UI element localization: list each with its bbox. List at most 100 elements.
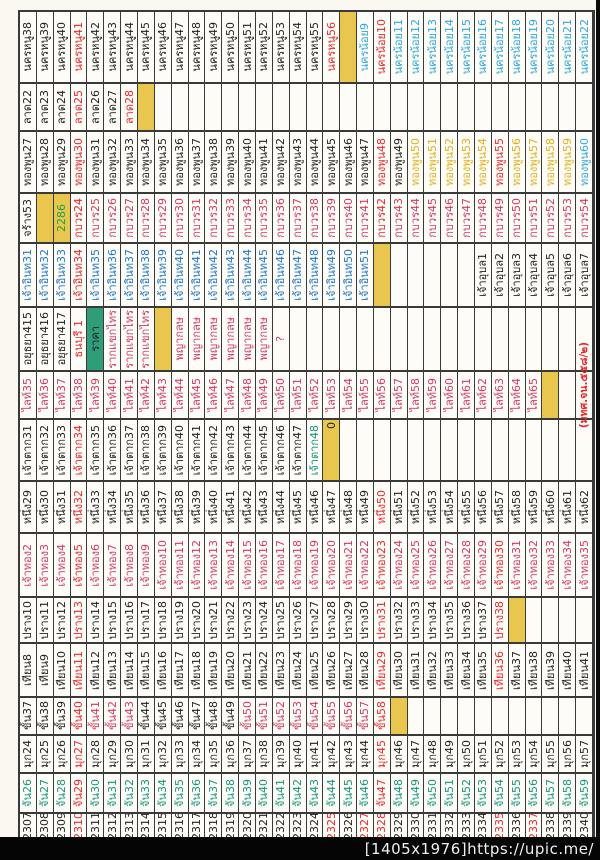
cell-nueng-13: หนึ่ง42	[239, 482, 256, 534]
cell-text: เจ้าอุบล3	[510, 253, 524, 297]
cell-text: ไลท์63	[493, 378, 507, 412]
cell-text: หนึ่ง53	[425, 489, 439, 525]
cell-lat-14	[255, 84, 273, 132]
cell-text: ไลท์52	[307, 378, 321, 412]
cell-chan-26: จัน52	[458, 774, 476, 814]
cell-text: กบวร43	[392, 198, 406, 238]
cell-text: ไลท์57	[392, 378, 406, 412]
cell-nueng-27: หนึ่ง56	[475, 482, 492, 534]
cell-prang-7: ปราง17	[137, 598, 155, 644]
cell-chao-tak-28	[491, 420, 509, 482]
cell-text: ธนบุรี 1	[71, 320, 85, 358]
cell-lite-1: ไลท์36	[36, 372, 54, 420]
cell-nueng-3: หนึ่ง32	[70, 482, 88, 534]
cell-kabuan-15: กบวร36	[272, 194, 290, 244]
cell-chao-in-13: เจ้าอินท44	[239, 244, 256, 308]
cell-chao-tak-22	[390, 420, 408, 482]
cell-text: ไลท์55	[358, 378, 372, 412]
cell-lat-11	[205, 84, 223, 132]
cell-text: ไลท์43	[156, 378, 170, 412]
cell-chan-7: จัน33	[137, 774, 155, 814]
cell-chao-tak-15: เจ้าตาก46	[272, 420, 290, 482]
cell-thian-23: เทียน31	[407, 644, 425, 698]
cell-ayutthaya-28	[491, 308, 509, 372]
cell-lat-7	[137, 84, 155, 132]
cell-text: มุก38	[257, 740, 271, 768]
cell-text: ขั้น58	[375, 701, 389, 731]
cell-text: อยุธยา417	[55, 312, 69, 366]
cell-text: ทองพูน51	[425, 138, 439, 186]
cell-thian-30: เทียน38	[525, 644, 543, 698]
rotated-table: นครหนู38 นครหนู39 นครหนู40 นครหนู41 นครหนู42…	[18, 10, 595, 842]
cell-nueng-0: หนึ่ง29	[20, 482, 37, 534]
cell-text: จัน48	[392, 779, 406, 807]
cell-prang-4: ปราง14	[87, 598, 105, 644]
cell-chan-33: จัน59	[576, 774, 593, 814]
cell-text: มุก53	[510, 740, 524, 768]
cell-kabuan-14: กบวร35	[255, 194, 273, 244]
cell-text: มุก27	[71, 740, 85, 768]
cell-lite-25: ไลท์60	[441, 372, 459, 420]
cell-text: เจ้าทอง26	[425, 540, 439, 590]
cell-text: หนึ่ง62	[577, 489, 591, 525]
cell-text: เจ้าอินท43	[223, 249, 237, 301]
cell-muk-4: มุก28	[87, 736, 105, 774]
cell-lite-12: ไลท์47	[222, 372, 240, 420]
cell-text: เทียน14	[122, 650, 136, 690]
cell-text: เจ้าทอง12	[189, 540, 203, 590]
cell-text: มุก30	[122, 740, 136, 768]
cell-thian-26: เทียน34	[458, 644, 476, 698]
cell-chao-in-28: เจ้าอุบล2	[491, 244, 509, 308]
cell-text: เทียน33	[442, 650, 456, 690]
cell-text: 2286	[55, 204, 69, 232]
cell-text: เจ้าทอง23	[375, 540, 389, 590]
cell-chao-in-3: เจ้าอินท34	[70, 244, 88, 308]
cell-khan-22	[390, 698, 408, 736]
cell-chao-in-16: เจ้าอินท47	[289, 244, 307, 308]
cell-text: เจ้าอินท39	[156, 249, 170, 301]
cell-text: ทองพูน47	[358, 138, 372, 186]
cell-text: ไลท์54	[341, 378, 355, 412]
cell-text: ลาด25	[71, 89, 85, 125]
cell-nueng-29: หนึ่ง58	[508, 482, 526, 534]
cell-text: มุก57	[577, 740, 591, 768]
cell-chao-tak-12: เจ้าตาก43	[222, 420, 240, 482]
cell-text: ทองพูน27	[21, 138, 35, 186]
cell-text: เจ้าทอง11	[173, 540, 187, 590]
cell-chao-in-7: เจ้าอินท38	[137, 244, 155, 308]
cell-text: พญากลษ	[173, 317, 187, 361]
cell-text: เจ้าอินท32	[38, 249, 52, 301]
cell-muk-7: มุก31	[137, 736, 155, 774]
cell-text: เทียน10	[55, 650, 69, 690]
cell-nueng-6: หนึ่ง35	[121, 482, 138, 534]
cell-text: ไลท์61	[459, 378, 473, 412]
cell-text: ไลท์62	[476, 378, 490, 412]
cell-text: ไลท์38	[71, 378, 85, 412]
cell-text: จัน37	[206, 779, 220, 807]
cell-text: เจ้าตาก45	[257, 424, 271, 476]
cell-prang-6: ปราง16	[121, 598, 138, 644]
cell-chan-5: จัน31	[104, 774, 122, 814]
cell-chao-in-29: เจ้าอุบล3	[508, 244, 526, 308]
cell-text: ไลท์59	[425, 378, 439, 412]
cell-text: มุก44	[358, 740, 372, 768]
cell-nueng-30: หนึ่ง59	[525, 482, 543, 534]
cell-thongphun-17: ทองพูน44	[306, 132, 324, 194]
cell-ayutthaya-9: พญากลษ	[171, 308, 189, 372]
cell-nakhon-nu-7: นครหนู45	[137, 12, 155, 84]
cell-thian-5: เทียน13	[104, 644, 122, 698]
cell-text: พญากลษ	[223, 317, 237, 361]
cell-thongphun-15: ทองพูน42	[272, 132, 290, 194]
cell-text: นครหนู55	[307, 22, 321, 72]
cell-kabuan-6: กบวร27	[121, 194, 138, 244]
cell-ayutthaya-27	[475, 308, 492, 372]
cell-chan-11: จัน37	[205, 774, 223, 814]
cell-text: ขั้น38	[38, 701, 52, 731]
cell-text: ขั้น55	[324, 701, 338, 731]
cell-chan-15: จัน41	[272, 774, 290, 814]
cell-text: ทองพูน43	[291, 138, 305, 186]
cell-chao-tak-8: เจ้าตาก39	[154, 420, 172, 482]
cell-text: เจ้าทอง2	[21, 543, 35, 587]
cell-text: หนึ่ง33	[88, 489, 102, 525]
cell-nueng-24: หนึ่ง53	[424, 482, 442, 534]
